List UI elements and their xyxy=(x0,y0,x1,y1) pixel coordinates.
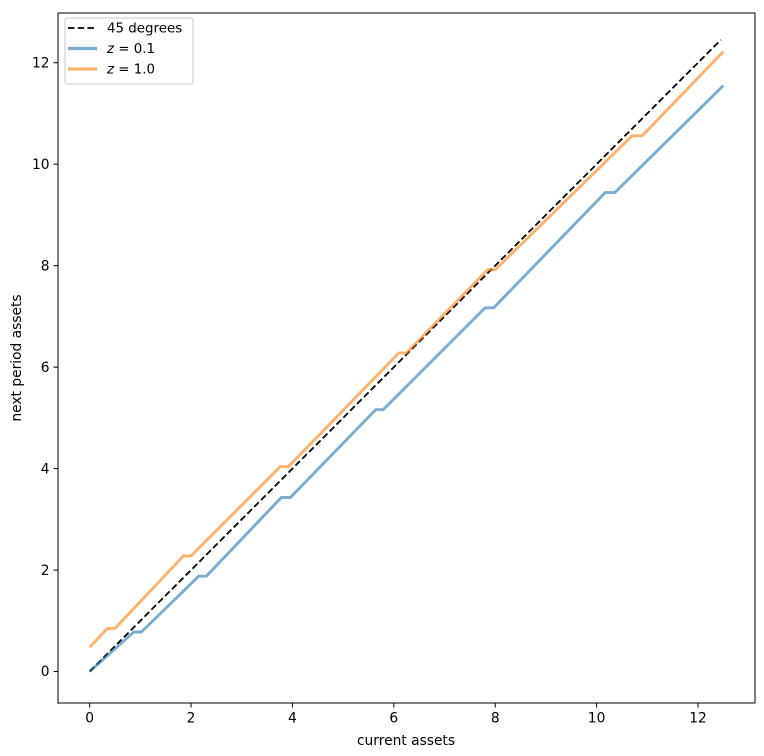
y-axis-tick-label: 2 xyxy=(41,563,50,579)
y-axis-tick-label: 10 xyxy=(32,157,50,173)
y-axis-tick-label: 4 xyxy=(41,461,50,477)
y-axis-label: next period assets xyxy=(9,294,25,421)
y-axis-tick-label: 6 xyxy=(41,360,50,376)
series-line-1 xyxy=(88,84,725,673)
x-axis-tick-label: 10 xyxy=(588,711,606,727)
axes: 0 2 4 6 8 10 12 0 2 4 6 8 10 12 xyxy=(32,12,756,727)
y-axis-tick-label: 0 xyxy=(41,664,50,680)
legend-label-2: z = 1.0 xyxy=(106,63,155,78)
series-line-0 xyxy=(89,39,722,673)
legend: 45 degrees z = 0.1 z = 1.0 xyxy=(64,17,194,85)
x-axis-tick-label: 6 xyxy=(389,711,398,727)
x-axis-tick-label: 2 xyxy=(187,711,196,727)
plot-border xyxy=(57,12,756,704)
x-axis-tick-label: 4 xyxy=(288,711,297,727)
plot-area xyxy=(88,39,725,673)
x-axis-tick-label: 0 xyxy=(85,711,94,727)
x-axis-tick-label: 8 xyxy=(491,711,500,727)
x-axis-tick-label: 12 xyxy=(689,711,707,727)
x-axis-label: current assets xyxy=(357,733,455,749)
y-axis-tick-label: 12 xyxy=(32,55,50,71)
legend-label-1: z = 0.1 xyxy=(106,42,155,57)
y-axis-tick-label: 8 xyxy=(41,258,50,274)
legend-label-0: 45 degrees xyxy=(107,22,182,37)
series-line-2 xyxy=(88,50,725,649)
